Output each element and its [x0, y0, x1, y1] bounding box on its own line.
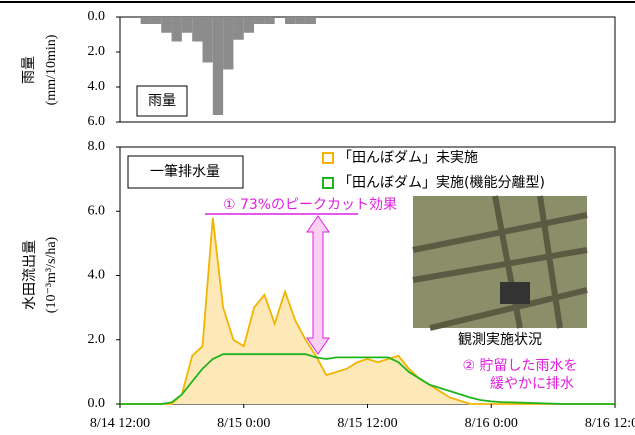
- bar: [285, 17, 295, 24]
- y-tick-label: 2.0: [88, 332, 106, 347]
- x-tick-label: 8/15 0:00: [217, 416, 270, 431]
- bar: [172, 17, 182, 42]
- y-tick-label: 6.0: [88, 203, 106, 218]
- y-tick-label: 8.0: [88, 139, 106, 154]
- bar: [254, 17, 264, 24]
- annotation: 雨量: [148, 93, 176, 109]
- x-tick-label: 8/15 12:00: [337, 416, 397, 431]
- y-tick-label: 6.0: [88, 114, 106, 129]
- legend-marker: [323, 178, 333, 188]
- y-tick-label: 4.0: [88, 79, 106, 94]
- legend-label: 「田んぼダム」未実施: [338, 150, 478, 166]
- y-tick-label: 0.0: [88, 9, 106, 24]
- annotation: ② 貯留した雨水を: [462, 358, 577, 374]
- y-label: (mm/10min): [44, 34, 59, 105]
- y-tick-label: 4.0: [88, 268, 106, 283]
- annotation: 一筆排水量: [150, 164, 220, 180]
- y-tick-label: 2.0: [88, 44, 106, 59]
- bar: [203, 17, 213, 63]
- bar: [161, 17, 171, 33]
- photo-detail: [500, 282, 530, 304]
- bar: [141, 17, 151, 24]
- legend-marker: [323, 153, 333, 163]
- bar: [244, 17, 254, 33]
- x-tick-label: 8/16 12:00: [585, 416, 635, 431]
- x-tick-label: 8/16 0:00: [465, 416, 518, 431]
- legend-label: 「田んぼダム」実施(機能分離型): [338, 174, 545, 191]
- y-label: (10⁻³m³/s/ha): [44, 236, 59, 313]
- peak-cut-arrow: [307, 216, 329, 354]
- y-tick-label: 0.0: [88, 396, 106, 411]
- annotation: ① 73%のピークカット効果: [223, 197, 397, 213]
- x-tick-label: 8/14 12:00: [90, 416, 150, 431]
- bar: [264, 17, 274, 24]
- bar: [223, 17, 233, 70]
- y-label: 雨量: [21, 56, 37, 84]
- bar: [151, 17, 161, 24]
- y-label: 水田流出量: [22, 240, 38, 310]
- bar: [192, 17, 202, 42]
- annotation: 緩やかに排水: [490, 376, 574, 392]
- bar: [233, 17, 243, 40]
- bar: [295, 17, 305, 24]
- bar: [182, 17, 192, 33]
- annotation: 観測実施状況: [458, 331, 542, 348]
- chart: 雨量 (mm/10min) 雨量 水田流出量 (10⁻³m³/s/ha) 一筆排…: [0, 0, 635, 435]
- bar: [306, 17, 316, 24]
- bar: [213, 17, 223, 115]
